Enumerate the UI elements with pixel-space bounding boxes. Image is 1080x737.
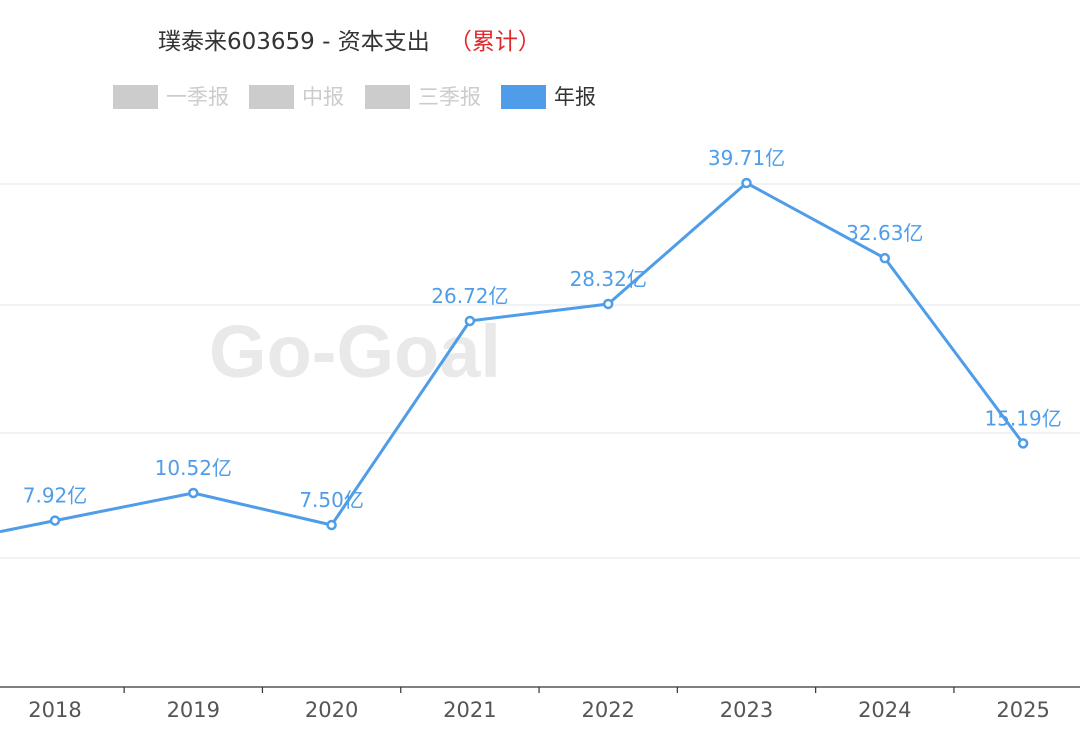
legend-label-q3: 三季报 bbox=[418, 85, 481, 109]
x-axis: 2018 2019 2020 2021 2022 2023 2024 2025 bbox=[0, 686, 1080, 722]
data-label: 39.71亿 bbox=[708, 146, 785, 170]
x-tick-label: 2018 bbox=[28, 698, 81, 722]
data-point[interactable] bbox=[464, 315, 476, 327]
legend-label-q1: 一季报 bbox=[166, 85, 229, 109]
data-point[interactable] bbox=[879, 252, 891, 264]
data-label: 32.63亿 bbox=[846, 221, 923, 245]
legend-label-annual: 年报 bbox=[554, 85, 596, 109]
grid bbox=[0, 183, 1080, 559]
legend-swatch-q3 bbox=[365, 85, 410, 109]
chart-title-main: 璞泰来603659 - 资本支出 bbox=[158, 29, 430, 55]
legend-item-q3[interactable]: 三季报 bbox=[365, 85, 481, 109]
x-tick-label: 2022 bbox=[581, 698, 634, 722]
legend-swatch-annual bbox=[501, 85, 546, 109]
x-tick-label: 2021 bbox=[443, 698, 496, 722]
chart-subtitle: （累计） bbox=[449, 29, 541, 55]
data-label: 7.50亿 bbox=[299, 488, 364, 512]
legend-item-q1[interactable]: 一季报 bbox=[113, 85, 229, 109]
data-point[interactable] bbox=[188, 487, 199, 499]
data-point[interactable] bbox=[602, 298, 614, 310]
chart-title: 璞泰来603659 - 资本支出 （累计） bbox=[158, 29, 541, 55]
data-label: 10.52亿 bbox=[155, 456, 232, 480]
legend-item-annual[interactable]: 年报 bbox=[501, 85, 596, 109]
x-tick-label: 2019 bbox=[167, 698, 220, 722]
series-annual bbox=[0, 177, 1029, 534]
legend-item-half[interactable]: 中报 bbox=[249, 85, 344, 109]
legend-swatch-q1 bbox=[113, 85, 158, 109]
x-tick-label: 2024 bbox=[858, 698, 911, 722]
data-label: 26.72亿 bbox=[431, 284, 508, 308]
legend: 一季报 中报 三季报 年报 bbox=[113, 85, 596, 109]
x-tick-label: 2023 bbox=[720, 698, 773, 722]
data-point[interactable] bbox=[741, 177, 752, 189]
data-label: 28.32亿 bbox=[570, 267, 647, 291]
data-label: 7.92亿 bbox=[23, 484, 88, 508]
data-point[interactable] bbox=[49, 515, 61, 526]
x-tick-label: 2025 bbox=[996, 698, 1049, 722]
legend-label-half: 中报 bbox=[302, 85, 344, 109]
data-point[interactable] bbox=[326, 519, 337, 531]
watermark: Go-Goal bbox=[209, 310, 501, 393]
x-tick-label: 2020 bbox=[305, 698, 358, 722]
data-labels: 7.92亿 10.52亿 7.50亿 26.72亿 28.32亿 39.71亿 32.63亿… bbox=[23, 146, 1062, 512]
data-label: 15.19亿 bbox=[984, 406, 1061, 430]
data-point[interactable] bbox=[1017, 438, 1029, 449]
legend-swatch-half bbox=[249, 85, 294, 109]
